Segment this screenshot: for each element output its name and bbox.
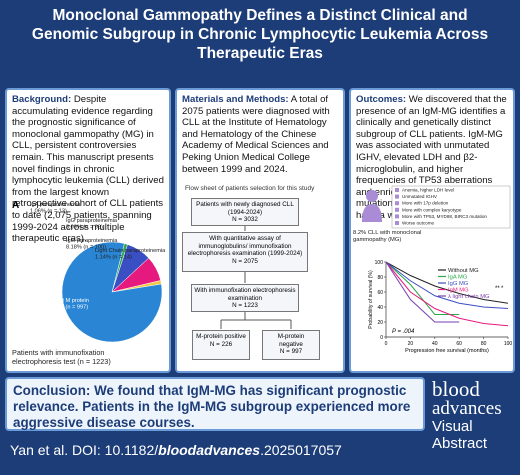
x-tick-label: 60	[456, 341, 462, 347]
y-tick-label: 60	[377, 290, 383, 296]
feature: More with TP53, MYD88, BIRC3 mutation	[402, 214, 487, 219]
flow-label: With quantitative assay of immunoglobuli…	[187, 235, 303, 258]
significance: *	[501, 286, 504, 292]
citation-text: Yan et al. DOI: 10.1182/	[10, 442, 159, 458]
slice-label: IgG paraproteinemia	[66, 218, 118, 224]
flow-n: N = 226	[209, 340, 233, 348]
heading: Background:	[12, 94, 72, 105]
logo-word: advances	[432, 398, 502, 419]
background-panel: Background: Despite accumulating evidenc…	[5, 88, 171, 373]
y-tick-label: 100	[375, 260, 384, 266]
body: Despite accumulating evidence regarding …	[12, 94, 164, 245]
flow-box: M-protein negative N = 997	[262, 330, 320, 360]
conclusion: Conclusion: We found that IgM-MG has sig…	[5, 377, 425, 431]
flow-label: With immunofixation electrophoresis exam…	[194, 287, 296, 302]
flow-n: N = 1223	[232, 302, 258, 310]
panel-label: A	[12, 200, 19, 211]
x-tick-label: 20	[408, 341, 414, 347]
feature-icon	[395, 214, 399, 219]
legend-label: IgM MG	[448, 288, 469, 294]
legend-label: λ light chain MG	[448, 294, 490, 300]
survival-curve	[385, 261, 460, 323]
x-tick-label: 100	[504, 341, 513, 347]
y-axis-label: Probability of survival (%)	[368, 270, 374, 329]
survival-curve	[385, 261, 509, 327]
logo-word: Abstract	[432, 435, 488, 452]
flow-title: Flow sheet of patients selection for thi…	[185, 185, 315, 192]
slice-value: 8.18% (n = 100)	[66, 245, 106, 251]
survival-curve	[385, 261, 509, 304]
logo: blood advances Visual Abstract	[432, 377, 514, 470]
doi-italic: bloodadvances	[158, 442, 261, 458]
flow-n: N = 2075	[232, 257, 258, 265]
background-text: Background: Despite accumulating evidenc…	[7, 90, 169, 249]
flow-box: Patients with newly diagnosed CLL (1994-…	[191, 198, 299, 226]
slice-value: 81.52% (n = 997)	[45, 305, 88, 311]
flow-box: With immunofixation electrophoresis exam…	[191, 284, 299, 312]
heading: Conclusion:	[13, 383, 91, 398]
flow-label: M-protein negative	[277, 333, 305, 348]
x-tick-label: 0	[385, 341, 388, 347]
y-tick-label: 80	[377, 275, 383, 281]
slice-label: Without M protein	[45, 298, 89, 304]
legend-label: IgA MG	[448, 275, 468, 281]
feature-icon	[395, 188, 399, 192]
person-body	[362, 204, 382, 222]
feature-icon	[395, 221, 399, 225]
legend-label: Without MG	[448, 268, 479, 274]
logo-word: blood	[432, 377, 480, 401]
x-tick-label: 40	[432, 341, 438, 347]
feature-icon	[395, 194, 399, 199]
pie-slice	[61, 241, 163, 343]
y-tick-label: 20	[377, 320, 383, 326]
legend-label: IgG MG	[448, 281, 469, 287]
figure-caption: 8.2% CLL with monoclonal gammopathy (MG)	[353, 230, 422, 243]
feature: Unmutated IGHV	[402, 194, 438, 199]
doi-end: .2025017057	[260, 442, 342, 458]
heading: Outcomes:	[356, 94, 407, 105]
flow-n: N = 997	[279, 348, 303, 356]
feature-box	[391, 185, 511, 229]
feature-icon	[395, 201, 399, 206]
feature: More with 17p deletion	[402, 201, 449, 206]
slice-value: 1.06% (n = 13)	[30, 209, 67, 215]
slice-value: 8.09% (n = 99)	[66, 225, 103, 231]
survival-curve	[385, 261, 509, 309]
heading: Materials and Methods:	[182, 94, 289, 105]
slice-label: Light Chain paraproteinemia	[95, 248, 166, 254]
y-tick-label: 0	[380, 335, 383, 341]
body: We found that IgM-MG has significant pro…	[13, 383, 411, 430]
flow-n: N = 3032	[232, 216, 258, 224]
slice-label: IgM paraproteinemia	[66, 238, 118, 244]
pie-caption: Patients with immunofixation electrophor…	[12, 348, 111, 366]
logo-word: Visual	[432, 418, 473, 435]
feature-icon	[395, 207, 399, 212]
citation: Yan et al. DOI: 10.1182/bloodadvances.20…	[10, 442, 342, 458]
y-tick-label: 40	[377, 305, 383, 311]
flow-box: M-protein positive N = 226	[192, 330, 250, 360]
feature: Worse outcome	[402, 221, 435, 226]
methods-panel: Materials and Methods: A total of 2075 p…	[175, 88, 345, 373]
title: Monoclonal Gammopathy Defines a Distinct…	[31, 7, 489, 62]
significance: **	[495, 286, 500, 292]
slice-value: 1.14% (n = 14)	[95, 255, 132, 261]
slice-label: IgA paraproteinemia	[30, 202, 81, 208]
annotation: P = .004	[392, 329, 415, 335]
feature: Anemia, higher LDH level	[402, 188, 454, 193]
survival-curve	[385, 261, 460, 315]
flow-box: With quantitative assay of immunoglobuli…	[182, 232, 308, 272]
flow-label: M-protein positive	[196, 333, 246, 340]
flow-label: Patients with newly diagnosed CLL (1994-…	[196, 201, 294, 216]
x-tick-label: 80	[481, 341, 487, 347]
x-axis-label: Progression free survival (months)	[405, 348, 489, 354]
body: A total of 2075 patients were diagnosed …	[182, 94, 330, 175]
methods-text: Materials and Methods: A total of 2075 p…	[177, 90, 343, 179]
feature: More with complex karyotype	[402, 207, 462, 212]
person-head	[366, 190, 378, 202]
